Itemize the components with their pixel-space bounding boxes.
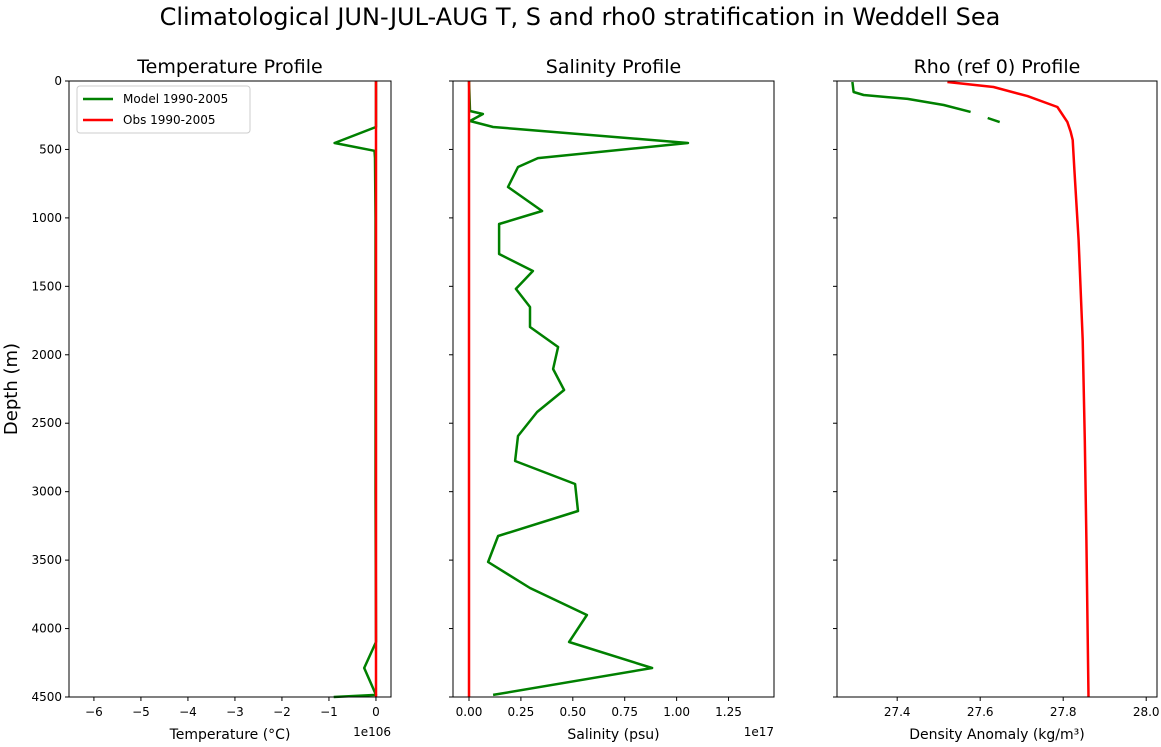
subplot-title: Salinity Profile <box>546 56 681 78</box>
x-axis-label: Density Anomaly (kg/m³) <box>909 727 1084 743</box>
y-tick-label: 3000 <box>31 485 62 499</box>
legend-box <box>76 85 251 134</box>
x-tick-label: 1.25 <box>715 705 742 719</box>
legend: Model 1990-2005 Obs 1990-2005 <box>76 85 251 134</box>
axes-frame <box>68 80 392 698</box>
x-tick-label: 0.00 <box>456 705 483 719</box>
legend-entry: Model 1990-2005 <box>123 92 228 106</box>
legend-entry: Obs 1990-2005 <box>123 113 216 127</box>
x-tick-label: 0.50 <box>559 705 586 719</box>
subplot-title: Rho (ref 0) Profile <box>914 56 1081 78</box>
x-tick-label: 27.8 <box>1050 705 1077 719</box>
x-offset-label: 1e106 <box>353 725 391 739</box>
model-line <box>467 80 690 697</box>
x-axis-label: Salinity (psu) <box>567 727 659 743</box>
axes-frame <box>452 80 775 698</box>
subplot-title: Temperature Profile <box>136 56 322 78</box>
x-tick-label: 1.00 <box>663 705 690 719</box>
model-line-segment-2 <box>987 116 1001 124</box>
x-axis-label: Temperature (°C) <box>169 727 291 743</box>
x-tick-label: 0 <box>372 705 380 719</box>
y-tick-label: 1000 <box>31 211 62 225</box>
x-offset-label: 1e17 <box>744 725 774 739</box>
x-tick-label: −3 <box>226 705 244 719</box>
subplot-1: Temperature Profile −6 −5 −4 −3 −2 −1 0 Temperat… <box>31 56 392 743</box>
figure-title: Climatological JUN-JUL-AUG T, S and rho0… <box>160 3 1001 31</box>
x-tick-label: −2 <box>273 705 291 719</box>
x-tick-label: −6 <box>85 705 103 719</box>
model-line <box>333 81 378 699</box>
x-tick-label: 28.0 <box>1133 705 1160 719</box>
y-tick-label: 2500 <box>31 416 62 430</box>
y-tick-label: 500 <box>39 142 62 156</box>
y-tick-label: 4500 <box>31 690 62 704</box>
y-tick-label: 1500 <box>31 279 62 293</box>
x-tick-label: 27.6 <box>967 705 994 719</box>
x-tick-label: −5 <box>132 705 150 719</box>
x-tick-label: −4 <box>179 705 197 719</box>
y-tick-label: 4000 <box>31 622 62 636</box>
y-tick-label: 3500 <box>31 553 62 567</box>
axes-frame <box>836 80 1158 698</box>
subplot-2: Salinity Profile 0.00 0.25 0.50 0.75 1.00 1.25… <box>449 56 775 743</box>
x-tick-label: 0.25 <box>508 705 535 719</box>
x-tick-label: 27.4 <box>884 705 911 719</box>
x-tick-label: −1 <box>320 705 338 719</box>
subplot-3: Rho (ref 0) Profile 27.4 27.6 27.8 28.0 Densi… <box>833 56 1160 743</box>
y-tick-label: 2000 <box>31 348 62 362</box>
obs-line <box>947 80 1090 698</box>
model-line <box>851 81 971 114</box>
x-tick-label: 0.75 <box>611 705 638 719</box>
y-tick-label: 0 <box>54 74 62 88</box>
y-axis-label: Depth (m) <box>1 343 22 435</box>
